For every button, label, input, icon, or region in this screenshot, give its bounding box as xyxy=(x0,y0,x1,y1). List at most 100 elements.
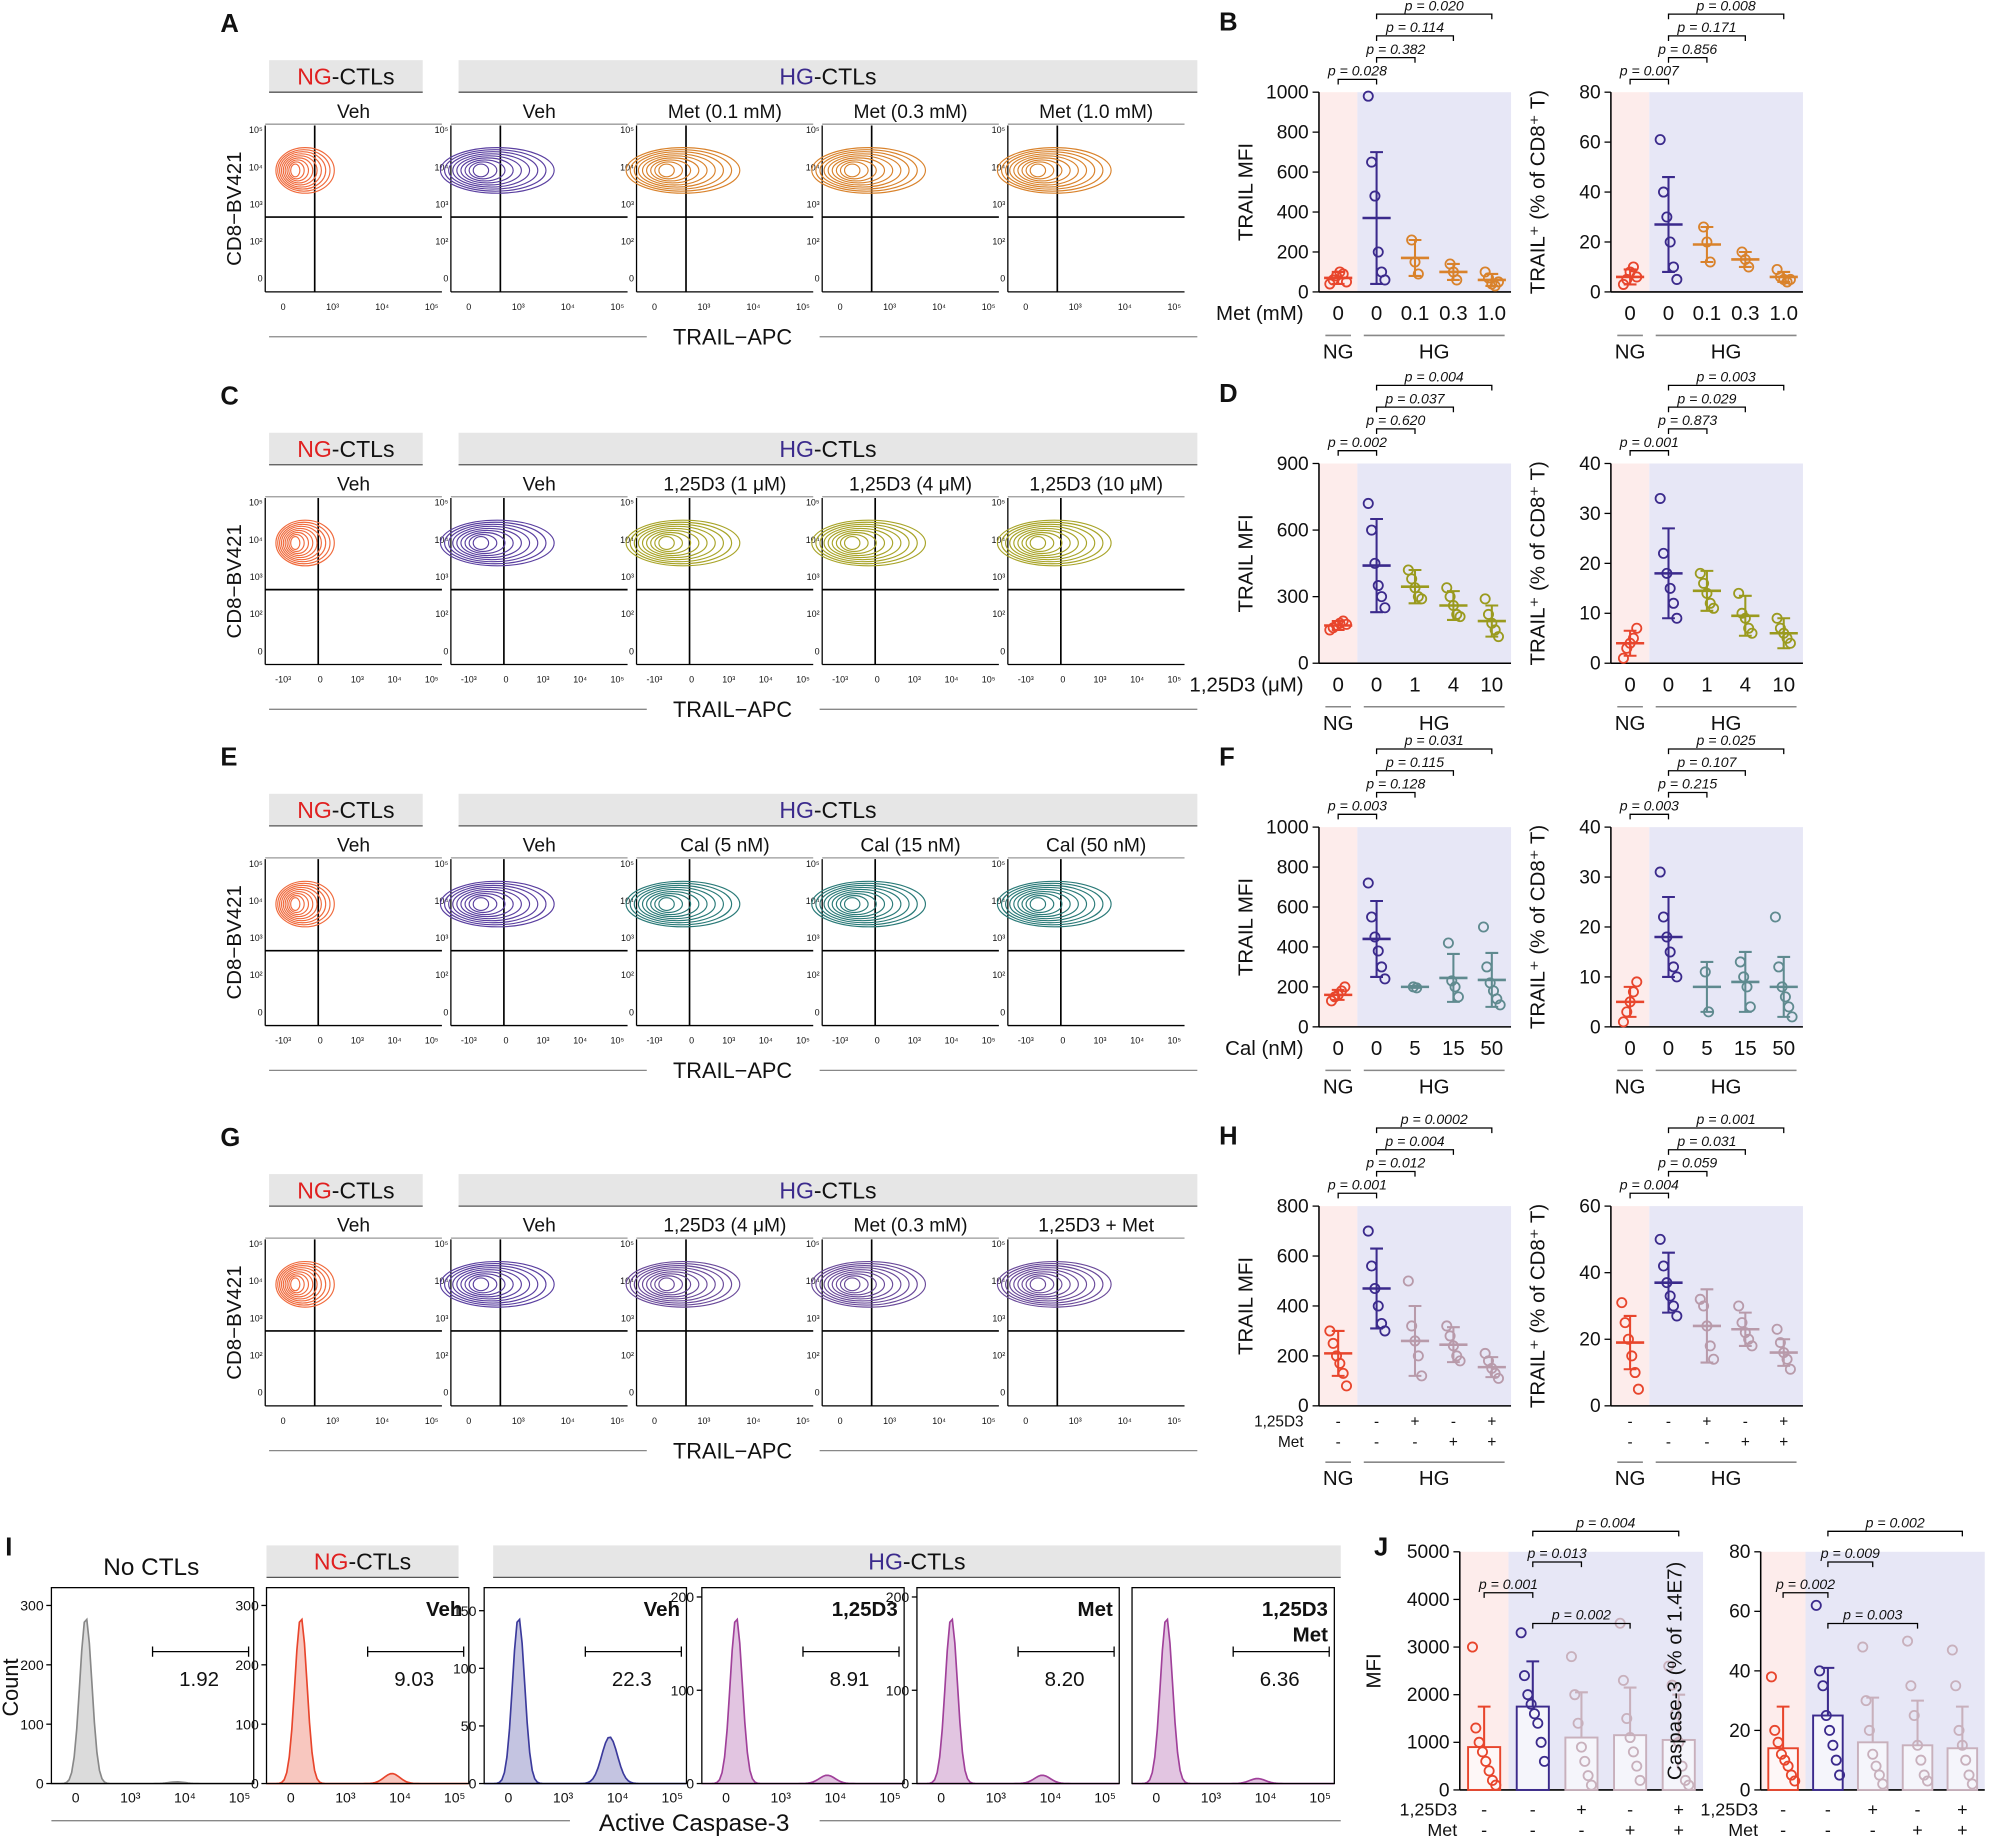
treatment-tick: - xyxy=(1915,1800,1921,1820)
axis-title: TRAIL−APC xyxy=(673,1058,792,1083)
contour xyxy=(452,153,531,188)
tick-label: 300 xyxy=(235,1598,259,1614)
tick-label: 10⁴ xyxy=(174,1790,196,1806)
point xyxy=(1915,1754,1927,1766)
contour xyxy=(290,1277,301,1292)
contour xyxy=(288,1275,305,1294)
point xyxy=(1863,1724,1875,1736)
tick-label: 10⁴ xyxy=(1255,1790,1277,1806)
tick-label: 10² xyxy=(992,237,1005,247)
contour xyxy=(835,531,877,555)
contour xyxy=(448,151,539,190)
tick-label: 40 xyxy=(1729,1661,1750,1682)
sd-bar xyxy=(1447,590,1460,621)
contour xyxy=(996,147,1112,194)
tick-label: 0 xyxy=(875,1035,880,1045)
contour xyxy=(823,525,902,561)
point xyxy=(1492,1372,1504,1384)
tick-label: 10⁵ xyxy=(435,1239,449,1249)
contour xyxy=(288,895,305,914)
point xyxy=(1824,1724,1836,1736)
treatment-tick: - xyxy=(1451,1413,1456,1430)
point xyxy=(1666,1679,1678,1691)
tick-label: 10² xyxy=(435,609,448,619)
p-value: p = 0.004 xyxy=(1404,369,1464,385)
point xyxy=(1569,1689,1581,1701)
treatment-tick: - xyxy=(1780,1820,1786,1840)
point xyxy=(1565,1651,1577,1663)
tick-label: 0 xyxy=(1000,1388,1005,1398)
sd-bar xyxy=(1700,960,1714,1013)
tick-label: 0 xyxy=(1060,674,1065,684)
tick-label: 800 xyxy=(1277,123,1309,144)
point xyxy=(1515,1627,1527,1639)
contour xyxy=(1000,1263,1104,1306)
tick-label: 10³ xyxy=(807,933,820,943)
plot-title: 1,25D3 + Met xyxy=(1038,1216,1154,1237)
contour xyxy=(1013,1269,1079,1300)
tick-label: 10⁵ xyxy=(435,859,449,869)
point xyxy=(1676,1760,1688,1772)
contour xyxy=(286,531,310,555)
tick-label: 10⁵ xyxy=(620,859,634,869)
p-value: p = 0.008 xyxy=(1696,0,1756,13)
sd-bar xyxy=(1623,268,1637,286)
tick-label: 10⁴ xyxy=(932,1416,946,1426)
point xyxy=(1814,1665,1826,1677)
point xyxy=(1769,911,1781,923)
group-label: NG xyxy=(1323,341,1354,364)
treatment-tick: 0 xyxy=(1371,1037,1382,1060)
point xyxy=(1779,991,1791,1003)
point xyxy=(1480,1755,1492,1767)
point xyxy=(1663,1660,1675,1672)
header-box xyxy=(458,60,1198,93)
tick-label: 300 xyxy=(1277,587,1309,608)
point xyxy=(1733,1300,1745,1312)
tick-label: 0 xyxy=(251,1776,259,1792)
point xyxy=(1444,1330,1456,1342)
point xyxy=(1627,1746,1639,1758)
contour xyxy=(811,147,927,194)
tick-label: 0 xyxy=(318,1035,323,1045)
point xyxy=(1820,1710,1832,1722)
contour xyxy=(456,888,522,920)
p-value: p = 0.215 xyxy=(1657,776,1717,792)
treatment-tick: - xyxy=(1825,1800,1831,1820)
sd-bar xyxy=(1485,272,1499,287)
contour xyxy=(1013,888,1079,920)
plot-title: Met (0.3 mM) xyxy=(853,102,967,123)
tick-label: 10³ xyxy=(1094,674,1107,684)
tick-label: 10⁵ xyxy=(425,1416,439,1426)
treatment-label: Met xyxy=(1728,1820,1758,1840)
gate xyxy=(367,1646,465,1657)
treatment-tick: + xyxy=(1912,1820,1922,1840)
tick-label: 10² xyxy=(435,237,448,247)
tick-label: 10⁵ xyxy=(796,674,810,684)
treatment-label: Met (mM) xyxy=(1216,302,1304,325)
panel-letter: G xyxy=(220,1124,240,1152)
point xyxy=(1492,276,1504,288)
contour xyxy=(658,1277,675,1292)
p-value: p = 0.002 xyxy=(1551,1607,1611,1623)
tick-label: 10⁴ xyxy=(759,1035,773,1045)
contour xyxy=(835,159,877,182)
tick-label: 0 xyxy=(838,1416,843,1426)
tick-label: 10⁵ xyxy=(982,1416,996,1426)
tick-label: 0 xyxy=(1590,1396,1601,1417)
point xyxy=(1617,652,1629,664)
treatment-tick: - xyxy=(1481,1820,1487,1840)
tick-label: 10⁵ xyxy=(806,1239,820,1249)
contour xyxy=(439,519,555,567)
tick-label: 10⁴ xyxy=(249,535,263,545)
bracket xyxy=(1375,428,1416,435)
group-label: NG xyxy=(1615,341,1646,364)
sd-bar xyxy=(1700,1288,1714,1364)
tick-label: 600 xyxy=(1277,162,1309,183)
point xyxy=(1582,1770,1594,1782)
histogram xyxy=(484,1617,687,1785)
bracket xyxy=(1629,78,1670,85)
p-value: p = 0.171 xyxy=(1676,19,1736,35)
tick-label: 10² xyxy=(250,1350,263,1360)
contour xyxy=(1025,533,1055,553)
axis-title: MFI xyxy=(1362,1653,1385,1688)
